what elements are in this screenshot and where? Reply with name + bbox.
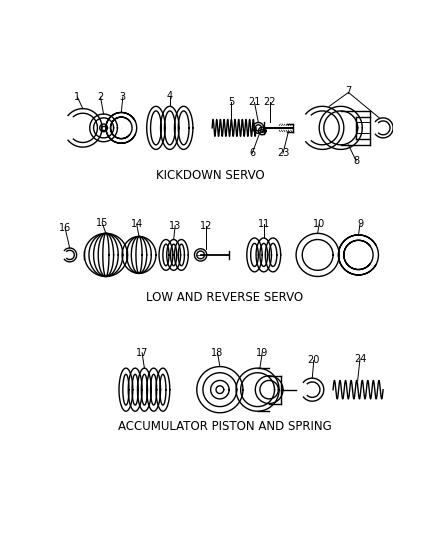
Text: 21: 21 bbox=[248, 98, 261, 108]
Text: 15: 15 bbox=[96, 217, 108, 228]
Text: 7: 7 bbox=[345, 86, 352, 96]
Text: 19: 19 bbox=[256, 348, 268, 358]
Text: 1: 1 bbox=[74, 92, 81, 102]
Text: 13: 13 bbox=[169, 221, 181, 231]
Text: 11: 11 bbox=[258, 219, 270, 229]
Text: LOW AND REVERSE SERVO: LOW AND REVERSE SERVO bbox=[146, 291, 303, 304]
Text: 2: 2 bbox=[97, 92, 104, 102]
Text: 3: 3 bbox=[120, 92, 126, 102]
Text: 24: 24 bbox=[354, 354, 366, 364]
Text: 12: 12 bbox=[200, 221, 212, 231]
Text: 23: 23 bbox=[277, 148, 289, 158]
Text: 9: 9 bbox=[357, 219, 363, 229]
Text: 4: 4 bbox=[167, 91, 173, 101]
Text: 10: 10 bbox=[313, 219, 325, 229]
Text: 16: 16 bbox=[59, 223, 71, 233]
Text: KICKDOWN SERVO: KICKDOWN SERVO bbox=[155, 169, 264, 182]
Text: ACCUMULATOR PISTON AND SPRING: ACCUMULATOR PISTON AND SPRING bbox=[117, 420, 332, 433]
Text: 5: 5 bbox=[228, 98, 234, 108]
Text: 8: 8 bbox=[353, 156, 359, 166]
Text: 17: 17 bbox=[136, 348, 148, 358]
Text: 6: 6 bbox=[249, 148, 255, 158]
Bar bbox=[101, 126, 106, 130]
Text: 14: 14 bbox=[131, 219, 143, 229]
Text: 22: 22 bbox=[264, 98, 276, 108]
Text: 18: 18 bbox=[212, 348, 224, 358]
Text: 20: 20 bbox=[307, 356, 320, 366]
